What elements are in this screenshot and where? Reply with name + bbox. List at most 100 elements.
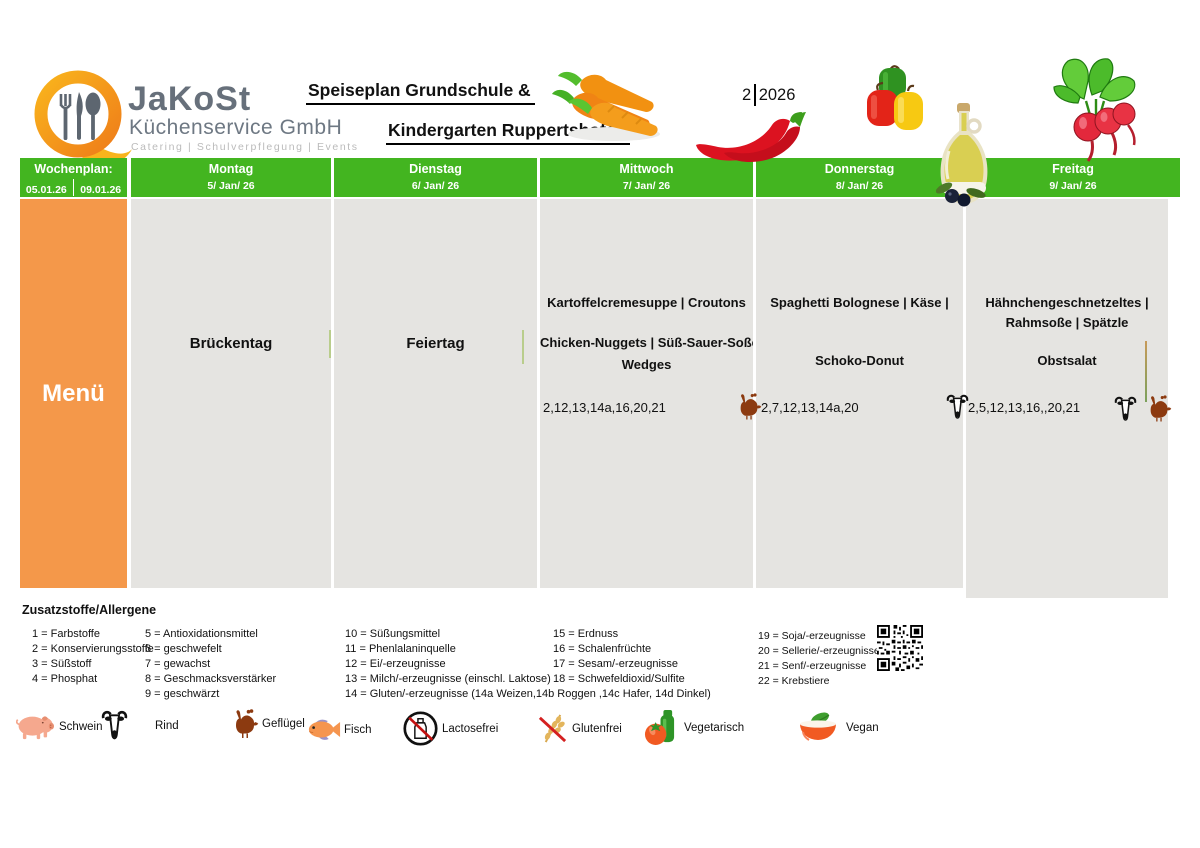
day-header-montag: Montag 5/ Jan/ 26 [131,158,331,197]
legend-item: 14 = Gluten/-erzeugnisse (14a Weizen,14b… [345,688,711,700]
day-name: Freitag [1052,162,1094,176]
menu-cell-mittwoch: Kartoffelcremesuppe | Croutons Chicken-N… [540,199,753,588]
legend-item: 13 = Milch/-erzeugnisse (einschl. Laktos… [345,673,551,685]
day-name: Donnerstag [824,162,895,176]
legend-item: 2 = Konservierungsstoffe [32,643,154,655]
beef-marker-icon [1114,396,1137,423]
diet-item-gefluegel: Geflügel [231,708,305,739]
dish-line: Schoko-Donut [815,353,904,368]
carrots-image [552,68,664,146]
weekplan-label: Wochenplan: [34,162,113,176]
diet-label: Rind [155,720,179,732]
vegetarian-icon [644,710,677,746]
legend-item: 17 = Sesam/-erzeugnisse [553,658,679,670]
legend-item: 18 = Schwefeldioxid/Sulfite [553,673,685,685]
legend-item: 11 = Phenlalaninquelle [345,643,456,655]
legend-column-5: 19 = Soja/-erzeugnisse 20 = Sellerie/-er… [758,629,880,689]
date-divider [72,179,75,196]
legend-item: 6 = geschwefelt [145,643,222,655]
legend-item: 19 = Soja/-erzeugnisse [758,630,866,642]
date-to: 09.01.26 [80,184,122,196]
day-header-freitag: Freitag 9/ Jan/ 26 [966,158,1180,197]
legend-column-2: 5 = Antioxidationsmittel 6 = geschwefelt… [145,627,276,702]
poultry-marker-icon [736,392,762,421]
scan-artifact-line [1145,341,1147,402]
dish-line: Chicken-Nuggets | Süß-Sauer-Soße | [540,335,753,350]
diet-label: Glutenfrei [572,722,622,735]
fish-icon [307,717,341,742]
cow-icon [101,710,128,742]
dish-line: Kartoffelcremesuppe | Croutons [547,295,746,310]
day-date: 9/ Jan/ 26 [1049,180,1097,192]
menu-row-label-cell: Menü [20,199,127,588]
date-from: 05.01.26 [25,184,67,196]
week-number: 2 [742,85,752,104]
page-title-line1: Speiseplan Grundschule & [306,80,535,105]
allergen-numbers: 2,7,12,13,14a,20 [761,400,859,415]
day-header-donnerstag: Donnerstag 8/ Jan/ 26 [756,158,963,197]
legend-column-1: 1 = Farbstoffe 2 = Konservierungsstoffe … [32,627,154,687]
legend-item: 3 = Süßstoff [32,658,92,670]
diet-item-vegan: Vegan [798,710,879,746]
day-name: Mittwoch [619,162,674,176]
day-name: Dienstag [409,162,462,176]
diet-label: Vegetarisch [684,722,745,734]
day-note: Feiertag [406,335,465,352]
diet-label: Fisch [344,723,372,736]
vegan-icon [798,710,838,746]
legend-item: 5 = Antioxidationsmittel [145,628,258,640]
menu-cell-freitag: Hähnchengeschnetzeltes | Rahmsoße | Spät… [966,199,1168,598]
jakost-logo-icon [28,64,132,168]
dish-line: Hähnchengeschnetzeltes | Rahmsoße | Spät… [985,295,1149,330]
brand-name: JaKoSt [128,80,252,118]
no-lactose-icon [402,710,439,747]
scan-artifact-line [329,330,331,358]
legend-item: 4 = Phosphat [32,673,98,685]
menu-cell-donnerstag: Spaghetti Bolognese | Käse | Schoko-Donu… [756,199,963,588]
legend-item: 22 = Krebstiere [758,675,830,687]
legend-item: 7 = gewachst [145,658,211,670]
legend-item: 1 = Farbstoffe [32,628,100,640]
menu-label: Menü [42,379,105,407]
day-header-dienstag: Dienstag 6/ Jan/ 26 [334,158,537,197]
diet-item-glutenfrei: Glutenfrei [536,712,622,745]
diet-label: Lactosefrei [442,722,499,735]
brand-subtitle: Küchenservice GmbH [129,116,343,139]
diet-item-lactosefrei: Lactosefrei [402,710,498,747]
legend-item: 21 = Senf/-erzeugnisse [758,660,867,672]
legend-column-3: 10 = Süßungsmittel 11 = Phenlalaninquell… [345,627,711,702]
day-name: Montag [208,162,254,176]
day-date: 6/ Jan/ 26 [411,180,460,192]
weekplan-header-cell: Wochenplan: 05.01.26 09.01.26 [20,158,127,197]
chili-peppers-image [694,103,806,167]
scan-artifact-line [522,330,524,364]
diet-label: Vegan [846,722,879,734]
diet-label: Schwein [59,721,103,733]
week-divider [754,84,756,106]
allergen-numbers: 2,5,12,13,16,,20,21 [968,400,1081,415]
legend-item: 16 = Schalenfrüchte [553,643,652,655]
day-date: 5/ Jan/ 26 [207,180,255,192]
dish-line: Obstsalat [1037,353,1097,368]
legend-item: 10 = Süßungsmittel [345,628,441,640]
olive-oil-bottle-image [936,103,992,207]
legend-item: 15 = Erdnuss [553,628,619,640]
brand-tagline: Catering | Schulverpflegung | Events [131,141,359,153]
no-gluten-icon [536,712,569,745]
diet-item-schwein: Schwein [16,712,102,742]
legend-column-4: 15 = Erdnuss 16 = Schalenfrüchte 17 = Se… [553,627,685,687]
diet-item-vegetarisch: Vegetarisch [644,710,744,746]
dish-line: Spaghetti Bolognese | Käse | [770,295,949,310]
legend-item: 9 = geschwärzt [145,688,220,700]
bell-peppers-image [866,64,924,132]
legend-item: 12 = Ei/-erzeugnisse [345,658,446,670]
day-date: 7/ Jan/ 26 [622,180,671,192]
day-header-mittwoch: Mittwoch 7/ Jan/ 26 [540,158,753,197]
diet-item-fisch: Fisch [307,717,371,742]
dish-line: Wedges [621,357,672,372]
diet-label: Geflügel [262,717,305,730]
legend-item: 8 = Geschmacksverstärker [145,673,277,685]
poultry-marker-icon [1146,394,1172,423]
calendar-week: 2 2026 [742,84,795,106]
weekplan-dates: 05.01.26 09.01.26 [20,179,127,196]
